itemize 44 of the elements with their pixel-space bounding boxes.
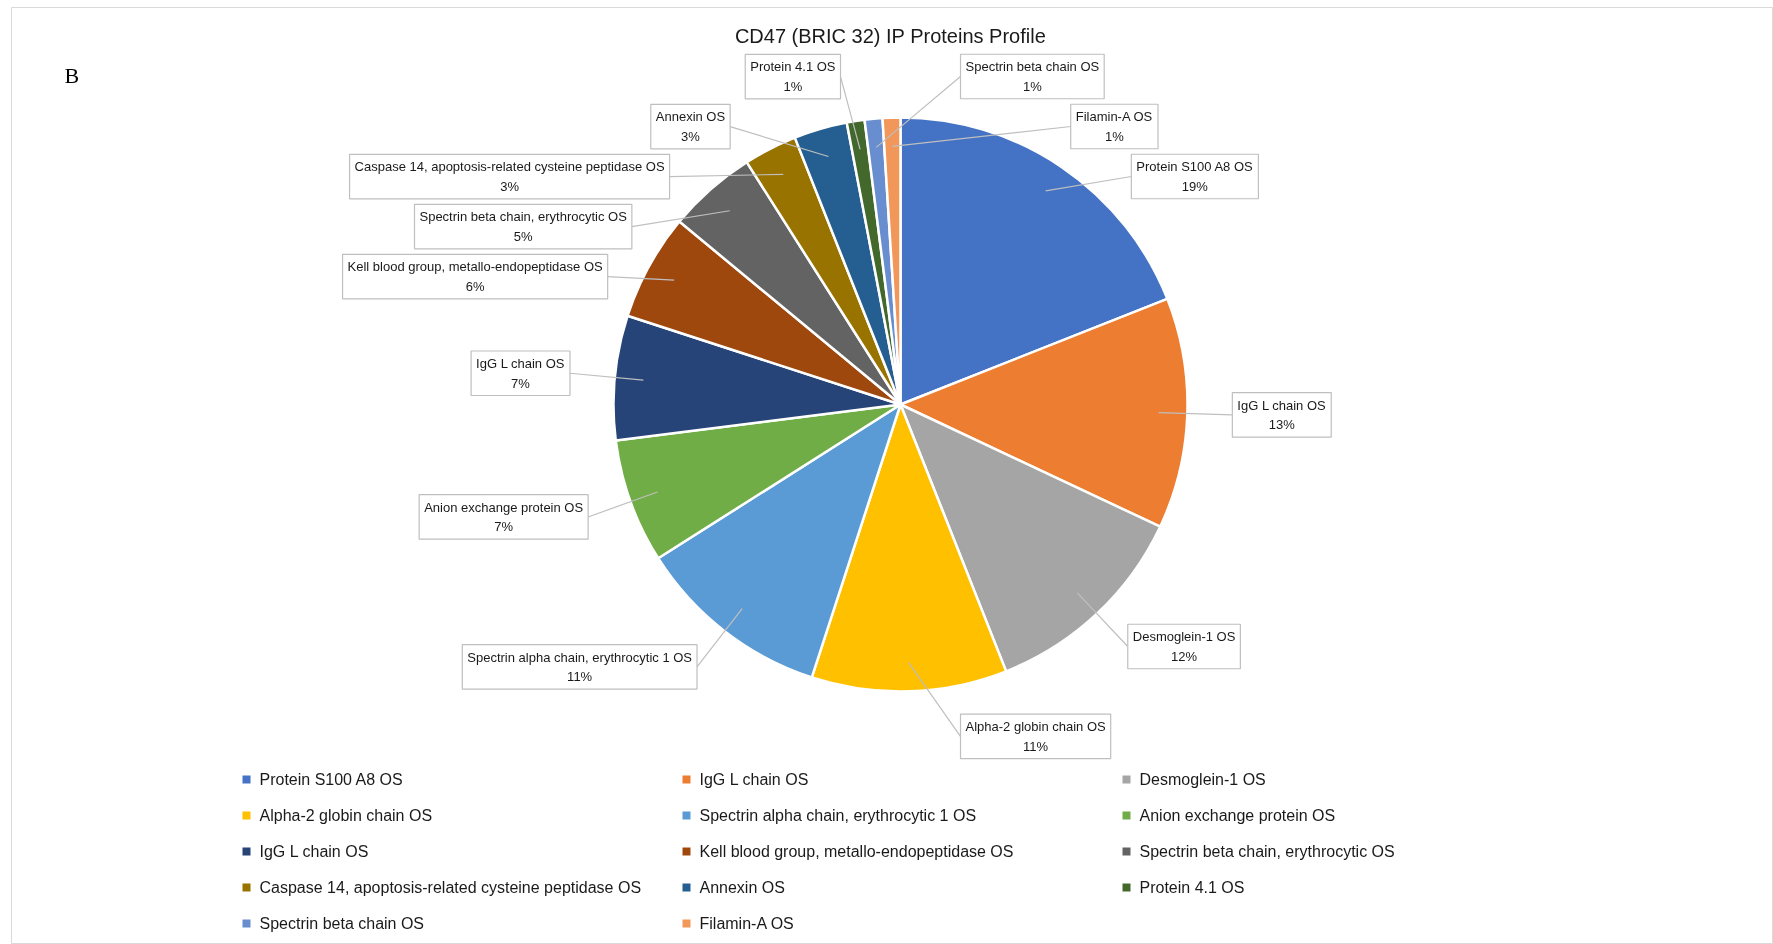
chart-title: CD47 (BRIC 32) IP Proteins Profile — [734, 24, 1046, 47]
legend-label: Spectrin beta chain, erythrocytic OS — [1139, 843, 1395, 860]
slice-label: IgG L chain OS — [1237, 397, 1327, 413]
slice-label: Filamin-A OS — [1075, 109, 1153, 125]
slice-label: Caspase 14, apoptosis-related cysteine peptidase OS — [354, 159, 665, 175]
slice-label: Kell blood group, metallo-endopeptidase OS — [347, 259, 604, 275]
data-label: 6% — [465, 278, 485, 294]
data-label: 13% — [1268, 417, 1296, 433]
data-label: 3% — [681, 128, 701, 144]
legend-label: Annexin OS — [699, 879, 785, 896]
data-label: 1% — [1104, 128, 1125, 144]
legend-label: IgG L chain OS — [259, 843, 369, 860]
text: B — [64, 63, 80, 88]
data-label: 11% — [1023, 738, 1049, 754]
slice-label: Protein 4.1 OS — [750, 59, 836, 75]
legend-label: Spectrin beta chain OS — [259, 915, 425, 932]
legend-label: Filamin-A OS — [699, 915, 794, 932]
slice-label: Desmoglein-1 OS — [1132, 629, 1236, 645]
legend-label: Desmoglein-1 OS — [1139, 771, 1266, 788]
legend-label: Protein S100 A8 OS — [259, 771, 403, 788]
data-label: 1% — [1022, 78, 1043, 94]
data-label: 3% — [500, 178, 520, 194]
slice-label: IgG L chain OS — [476, 356, 565, 372]
data-label: 11% — [567, 669, 593, 685]
data-label: 7% — [511, 375, 531, 391]
legend-label: Alpha-2 globin chain OS — [259, 807, 433, 824]
slice-label: Anion exchange protein OS — [424, 499, 584, 515]
data-label: 7% — [494, 519, 514, 535]
legend-label: Anion exchange protein OS — [1139, 807, 1336, 824]
data-label: 19% — [1181, 178, 1209, 194]
data-label: 5% — [513, 228, 534, 244]
legend-label: IgG L chain OS — [699, 771, 809, 788]
legend-label: Protein 4.1 OS — [1139, 879, 1245, 896]
data-label: 12% — [1171, 648, 1198, 664]
legend-label: Kell blood group, metallo-endopeptidase OS — [699, 843, 1014, 860]
slice-label: Spectrin beta chain OS — [965, 59, 1100, 75]
legend-label: Caspase 14, apoptosis-related cysteine peptidase OS — [259, 879, 642, 896]
data-label: 1% — [783, 78, 803, 94]
slice-label: Alpha-2 globin chain OS — [965, 719, 1107, 735]
slice-label: Spectrin beta chain, erythrocytic OS — [419, 209, 628, 225]
slice-label: Protein S100 A8 OS — [1136, 159, 1254, 175]
legend-label: Spectrin alpha chain, erythrocytic 1 OS — [699, 807, 977, 824]
slice-label: Annexin OS — [655, 109, 726, 125]
slice-label: Spectrin alpha chain, erythrocytic 1 OS — [467, 649, 693, 665]
